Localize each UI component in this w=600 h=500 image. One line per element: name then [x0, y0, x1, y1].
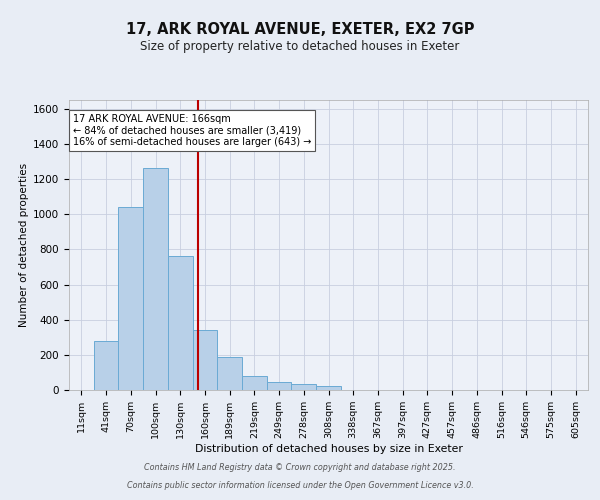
Bar: [217, 358, 242, 390]
Text: 17 ARK ROYAL AVENUE: 166sqm
← 84% of detached houses are smaller (3,419)
16% of : 17 ARK ROYAL AVENUE: 166sqm ← 84% of det…: [73, 114, 311, 148]
Y-axis label: Number of detached properties: Number of detached properties: [19, 163, 29, 327]
Bar: [168, 256, 193, 390]
X-axis label: Distribution of detached houses by size in Exeter: Distribution of detached houses by size …: [194, 444, 463, 454]
Bar: [143, 168, 168, 390]
Bar: [292, 384, 316, 390]
Text: Contains public sector information licensed under the Open Government Licence v3: Contains public sector information licen…: [127, 481, 473, 490]
Bar: [193, 330, 217, 390]
Bar: [316, 386, 341, 390]
Bar: [118, 207, 143, 390]
Bar: [242, 376, 267, 390]
Bar: [267, 382, 292, 390]
Text: Size of property relative to detached houses in Exeter: Size of property relative to detached ho…: [140, 40, 460, 53]
Text: Contains HM Land Registry data © Crown copyright and database right 2025.: Contains HM Land Registry data © Crown c…: [144, 464, 456, 472]
Text: 17, ARK ROYAL AVENUE, EXETER, EX2 7GP: 17, ARK ROYAL AVENUE, EXETER, EX2 7GP: [126, 22, 474, 38]
Bar: [94, 341, 118, 390]
